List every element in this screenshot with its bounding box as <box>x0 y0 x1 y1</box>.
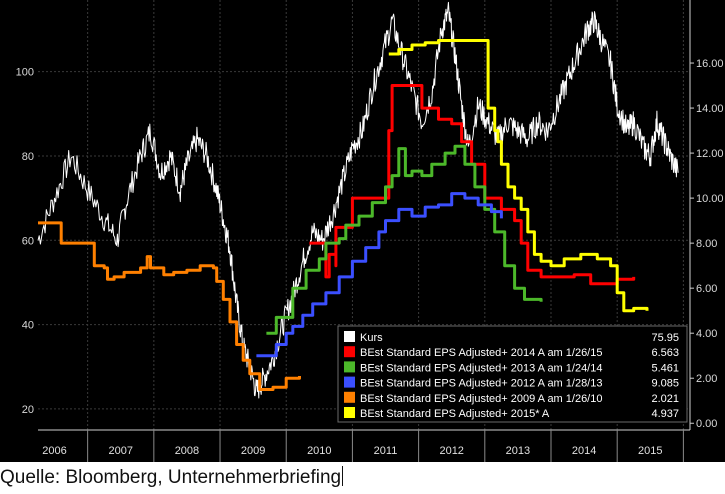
legend-value-eps-2014: 6.563 <box>651 347 679 359</box>
legend-value-eps-2015: 4.937 <box>651 408 679 420</box>
x-tick-label: 2008 <box>175 445 199 457</box>
series-group <box>37 1 679 399</box>
x-tick-label: 2009 <box>241 445 265 457</box>
legend-box <box>337 325 688 423</box>
right-tick-label: 14.00 <box>696 103 724 115</box>
source-caption: Quelle: Bloomberg, Unternehmerbriefing <box>0 466 344 490</box>
x-axis: 2006 2007 2008 2009 2010 2011 2012 2013 2014 2015 <box>42 430 684 462</box>
left-tick-label: 80 <box>22 151 34 163</box>
legend-label-eps-2009: BEst Standard EPS Adjusted+ 2009 A am 1/… <box>360 393 602 405</box>
series-line-eps-2014 <box>309 84 636 286</box>
legend-swatch-eps-2014 <box>344 346 355 358</box>
legend-swatch-eps-2013 <box>344 361 355 373</box>
legend-value-eps-2013: 5.461 <box>651 362 679 374</box>
right-tick-label: 6.00 <box>696 283 717 295</box>
series-line-eps-2012 <box>256 192 503 358</box>
x-tick-label: 2015 <box>638 445 662 457</box>
legend-label-eps-2014: BEst Standard EPS Adjusted+ 2014 A am 1/… <box>360 347 602 359</box>
legend-value-kurs: 75.95 <box>651 332 679 344</box>
legend-value-eps-2012: 9.085 <box>651 378 679 390</box>
legend-label-eps-2012: BEst Standard EPS Adjusted+ 2012 A am 1/… <box>360 378 602 390</box>
left-tick-label: 40 <box>22 320 34 332</box>
legend-label-kurs: Kurs <box>360 332 383 344</box>
x-tick-label: 2011 <box>374 445 398 457</box>
x-tick-label: 2007 <box>108 445 132 457</box>
right-tick-label: 8.00 <box>696 238 717 250</box>
left-tick-label: 100 <box>16 67 34 79</box>
source-text: Quelle: Bloomberg, Unternehmerbriefing <box>0 467 342 488</box>
text-cursor <box>342 466 344 486</box>
legend: Kurs 75.95 BEst Standard EPS Adjusted+ 201… <box>337 325 688 423</box>
legend-label-eps-2015: BEst Standard EPS Adjusted+ 2015* A <box>360 408 550 420</box>
x-tick-label: 2012 <box>439 445 463 457</box>
right-tick-label: 2.00 <box>696 373 717 385</box>
legend-value-eps-2009: 2.021 <box>651 393 679 405</box>
eps-price-chart: 20 40 60 80 100 0.00 2.00 4.00 6.00 8.00 10.00 12.… <box>0 0 725 462</box>
legend-swatch-eps-2012 <box>344 376 355 388</box>
x-tick-label: 2006 <box>42 445 66 457</box>
left-tick-label: 20 <box>22 404 34 416</box>
legend-label-eps-2013: BEst Standard EPS Adjusted+ 2013 A am 1/… <box>360 362 602 374</box>
right-axis: 0.00 2.00 4.00 6.00 8.00 10.00 12.00 14.00 16.00 <box>690 58 724 430</box>
series-line-eps-2009 <box>38 221 301 391</box>
left-tick-label: 60 <box>22 235 34 247</box>
x-tick-label: 2010 <box>307 445 331 457</box>
right-tick-label: 12.00 <box>696 148 724 160</box>
right-tick-label: 10.00 <box>696 193 724 205</box>
series-line-kurs <box>37 1 679 399</box>
legend-swatch-kurs <box>344 331 355 342</box>
right-tick-label: 0.00 <box>696 418 717 430</box>
series-line-eps-2015 <box>388 39 649 313</box>
legend-swatch-eps-2009 <box>344 391 355 403</box>
right-tick-label: 16.00 <box>696 58 724 70</box>
left-axis: 20 40 60 80 100 <box>16 67 34 416</box>
right-tick-label: 4.00 <box>696 328 717 340</box>
x-tick-label: 2013 <box>506 445 530 457</box>
x-tick-label: 2014 <box>572 445 596 457</box>
legend-swatch-eps-2015 <box>344 407 355 418</box>
series-line-eps-2013 <box>266 144 543 335</box>
